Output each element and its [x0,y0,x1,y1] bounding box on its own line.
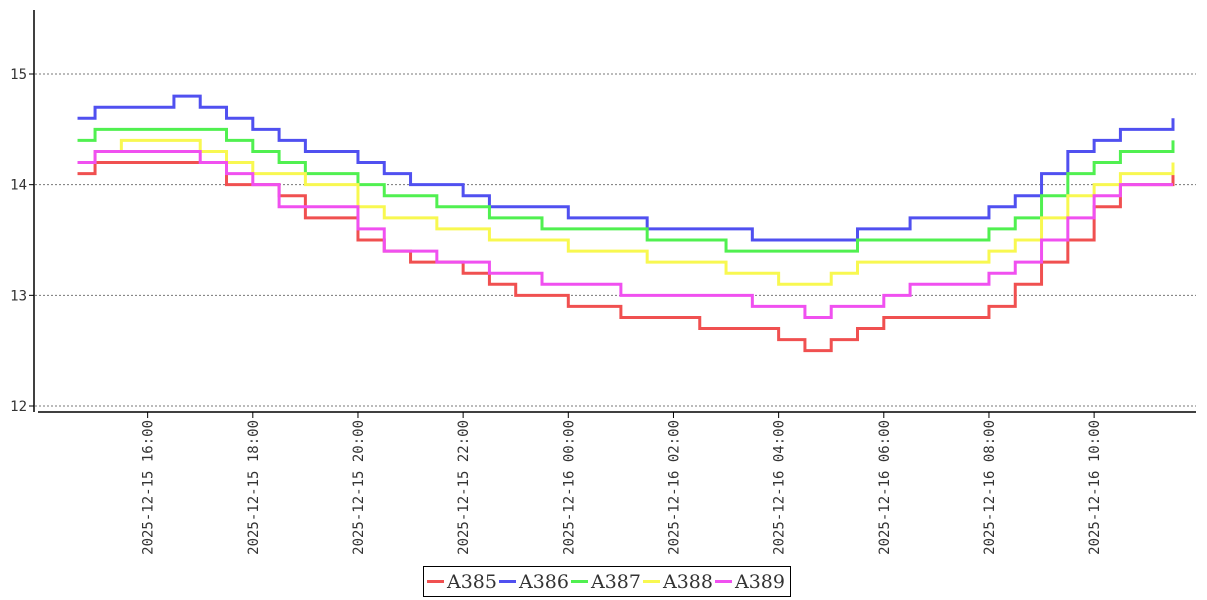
x-tick-label: 2025-12-16 02:00 [666,420,682,555]
legend-item-a385: A385 [427,571,497,593]
series-line-a388 [77,138,1175,286]
y-axis-ticks: 12 13 14 15 [10,67,34,415]
legend-swatch [499,580,516,583]
x-tick-label: 2025-12-16 04:00 [772,420,788,555]
series-line-a386 [77,94,1175,242]
x-tick-label: 2025-12-16 08:00 [982,420,998,555]
legend-label: A387 [591,570,641,593]
series-line-a385 [77,161,1175,353]
x-tick-label: 2025-12-15 20:00 [351,420,367,555]
y-tick-label: 15 [10,67,27,83]
series-line-a387 [77,127,1175,253]
series-lines [77,94,1175,353]
x-axis-ticks: 2025-12-15 16:00 2025-12-15 18:00 2025-12-… [141,412,1103,555]
legend-swatch [715,580,732,583]
x-tick-label: 2025-12-15 22:00 [456,420,472,555]
x-tick-label: 2025-12-16 06:00 [877,420,893,555]
x-tick-label: 2025-12-16 00:00 [561,420,577,555]
legend-label: A389 [735,570,785,593]
legend-swatch [643,580,660,583]
legend-item-a386: A386 [499,571,569,593]
legend-swatch [427,580,444,583]
series-line-a389 [77,149,1173,319]
legend-label: A386 [519,570,569,593]
legend-item-a388: A388 [643,571,713,593]
x-tick-label: 2025-12-16 10:00 [1087,420,1103,555]
x-tick-label: 2025-12-15 16:00 [141,420,157,555]
y-tick-label: 12 [10,399,27,415]
y-tick-label: 14 [10,178,27,194]
y-tick-label: 13 [10,288,27,304]
legend-item-a387: A387 [571,571,641,593]
legend-label: A388 [663,570,713,593]
legend-swatch [571,580,588,583]
legend-item-a389: A389 [715,571,785,593]
x-tick-label: 2025-12-15 18:00 [246,420,262,555]
legend-label: A385 [447,570,497,593]
legend: A385 A386 A387 A388 A389 [423,566,791,597]
